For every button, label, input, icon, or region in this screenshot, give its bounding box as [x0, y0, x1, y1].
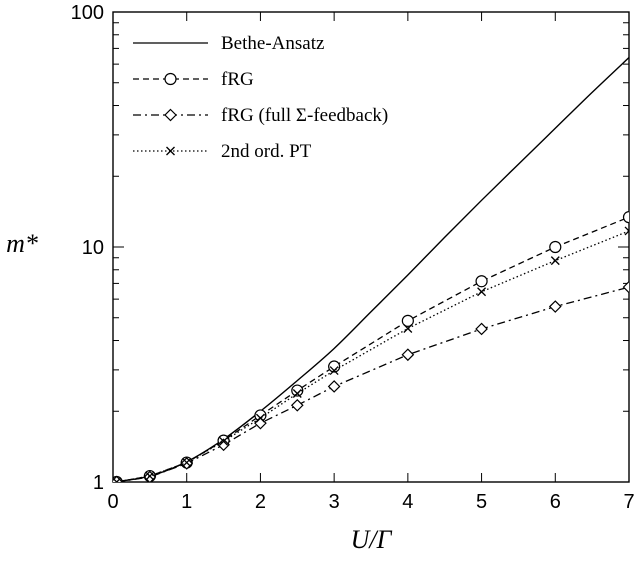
data-point — [624, 226, 629, 236]
data-point — [290, 398, 304, 412]
data-point — [477, 287, 487, 297]
plot-frame — [112, 11, 630, 483]
data-point — [622, 211, 629, 224]
legend-label: Bethe-Ansatz — [221, 33, 324, 54]
data-point — [401, 314, 414, 327]
series-line-2 — [116, 286, 629, 482]
x-tick-label: 5 — [476, 491, 487, 513]
x-tick-label: 6 — [550, 491, 561, 513]
series-line-3 — [116, 230, 629, 482]
x-tick-label: 4 — [402, 491, 413, 513]
x-axis-title: U/Γ — [351, 525, 393, 554]
data-point — [255, 413, 265, 423]
data-point — [329, 366, 339, 376]
data-point — [548, 300, 562, 313]
legend-label: 2nd ord. PT — [221, 141, 312, 162]
data-point — [622, 280, 629, 294]
data-point — [549, 240, 562, 254]
data-point — [475, 275, 488, 288]
data-point — [145, 471, 155, 481]
data-point — [328, 360, 341, 373]
x-tick-label: 7 — [623, 491, 634, 513]
x-tick-label: 0 — [107, 491, 118, 513]
data-point — [113, 477, 122, 482]
series-layer — [113, 57, 629, 482]
data-point — [219, 436, 229, 446]
data-point — [291, 384, 304, 397]
y-tick-label: 100 — [71, 2, 104, 24]
y-tick-label: 1 — [93, 472, 104, 494]
data-point — [401, 348, 415, 362]
y-axis-title: m* — [6, 229, 38, 258]
data-point — [217, 438, 230, 452]
data-point — [403, 324, 413, 333]
data-point — [475, 322, 488, 336]
x-tick-label: 2 — [255, 491, 266, 513]
legend-label: fRG (full Σ-feedback) — [221, 105, 388, 126]
legend-marker — [166, 146, 175, 156]
legend-marker — [164, 108, 177, 122]
y-tick-label: 10 — [82, 237, 104, 259]
data-point — [292, 389, 302, 398]
x-tick-label: 1 — [181, 491, 192, 513]
legend-marker — [164, 72, 177, 86]
data-point — [182, 458, 192, 468]
legend: Bethe-Ansatz fRG fRG (full Σ-feedback) 2nd … — [133, 33, 388, 162]
data-point — [550, 256, 560, 266]
data-point — [327, 380, 341, 393]
x-tick-label: 3 — [329, 491, 340, 513]
legend-label: fRG — [221, 69, 254, 90]
